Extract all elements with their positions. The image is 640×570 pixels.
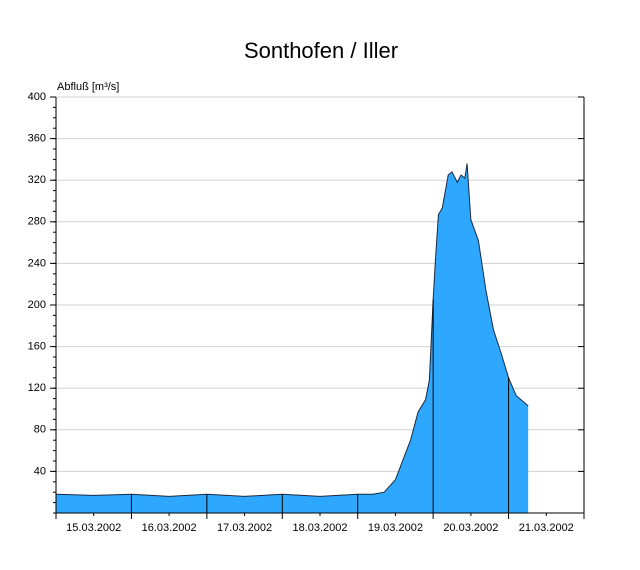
chart-title: Sonthofen / Iller xyxy=(244,38,398,63)
y-tick-label: 240 xyxy=(28,257,46,269)
y-tick-label: 200 xyxy=(28,299,46,311)
x-tick-label: 18.03.2002 xyxy=(292,522,347,534)
x-tick-label: 21.03.2002 xyxy=(519,522,574,534)
y-axis-label: Abfluß [m³/s] xyxy=(57,81,119,93)
y-tick-label: 280 xyxy=(28,216,46,228)
area xyxy=(56,163,529,513)
x-tick-label: 19.03.2002 xyxy=(368,522,423,534)
y-tick-label: 400 xyxy=(28,91,46,103)
x-tick-label: 16.03.2002 xyxy=(142,522,197,534)
x-tick-label: 15.03.2002 xyxy=(66,522,121,534)
y-tick-label: 360 xyxy=(28,133,46,145)
x-tick-label: 17.03.2002 xyxy=(217,522,272,534)
y-tick-label: 160 xyxy=(28,341,46,353)
y-tick-label: 80 xyxy=(34,424,46,436)
y-tick-label: 320 xyxy=(28,174,46,186)
y-tick-label: 40 xyxy=(34,465,46,477)
y-tick-label: 120 xyxy=(28,382,46,394)
x-tick-label: 20.03.2002 xyxy=(443,522,498,534)
